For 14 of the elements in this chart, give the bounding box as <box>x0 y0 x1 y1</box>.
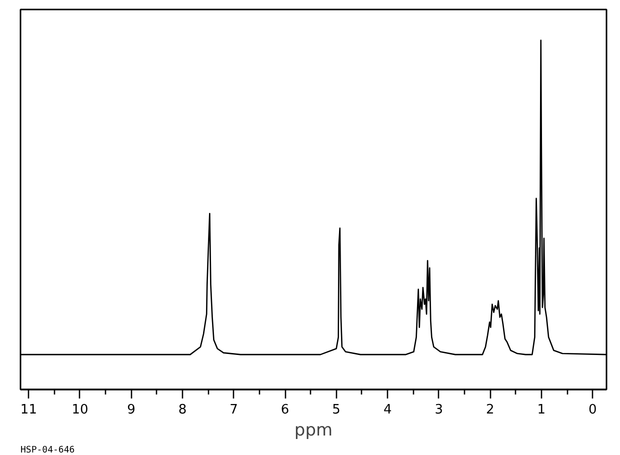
x-axis-title: ppm <box>294 420 333 440</box>
x-tick-label: 3 <box>434 402 443 418</box>
x-tick-label: 5 <box>332 402 340 418</box>
x-tick-label: 6 <box>280 402 290 418</box>
x-tick-label: 11 <box>20 402 37 418</box>
x-tick-label: 7 <box>230 402 238 418</box>
x-tick-label: 0 <box>588 402 597 418</box>
x-tick-label: 4 <box>383 402 392 418</box>
text: HSP-04-646 <box>20 446 75 455</box>
x-tick-label: 10 <box>72 402 88 418</box>
x-tick-label: 9 <box>127 402 136 418</box>
x-tick-label: 2 <box>486 402 494 418</box>
x-tick-label: 1 <box>537 402 546 418</box>
x-tick-label: 8 <box>178 402 187 418</box>
